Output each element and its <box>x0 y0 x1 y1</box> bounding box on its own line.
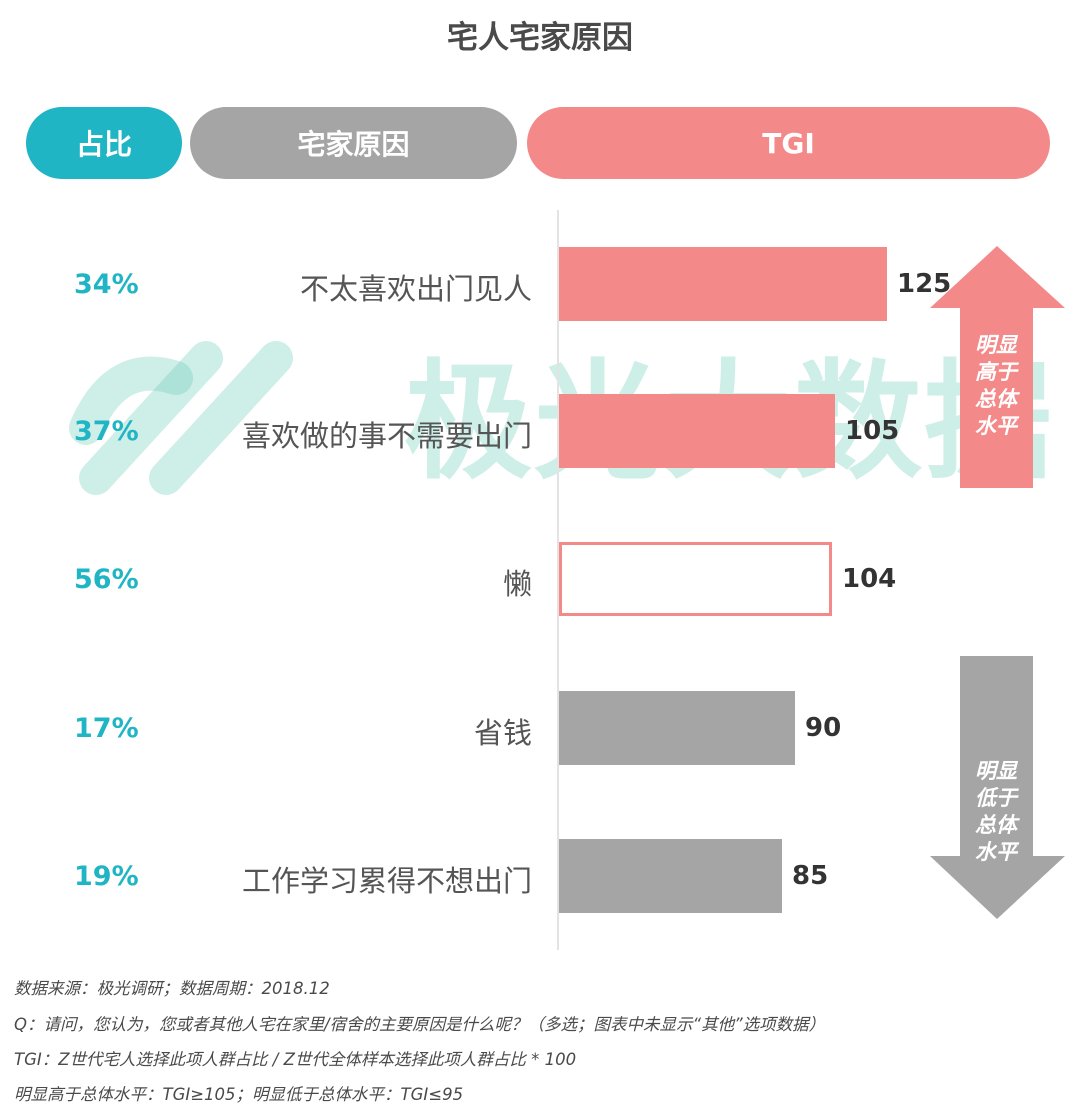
share-value: 17% <box>74 713 139 744</box>
share-value: 34% <box>74 269 139 300</box>
tgi-bar <box>559 394 835 468</box>
header-tgi-pill: TGI <box>527 107 1050 179</box>
header-reason-pill: 宅家原因 <box>190 107 517 179</box>
category-label: 懒 <box>502 567 532 601</box>
footnote-tgi-def: TGI：Z世代宅人选择此项人群占比 / Z世代全体样本选择此项人群占比 * 10… <box>14 1050 577 1069</box>
category-label: 喜欢做的事不需要出门 <box>241 419 532 453</box>
footnote-source: 数据来源：极光调研；数据周期：2018.12 <box>14 979 330 998</box>
tgi-value-label: 85 <box>792 861 829 891</box>
header-share-pill: 占比 <box>26 107 182 179</box>
share-value: 56% <box>74 564 139 595</box>
tgi-bar <box>559 542 832 616</box>
arrow-up-icon <box>930 246 1065 488</box>
arrow-down-icon <box>930 656 1065 919</box>
category-label: 省钱 <box>473 716 532 750</box>
chart-title: 宅人宅家原因 <box>447 20 633 56</box>
tgi-bar <box>559 839 782 913</box>
tgi-bar <box>559 691 795 765</box>
tgi-value-label: 105 <box>845 416 900 446</box>
axis-baseline <box>557 210 559 950</box>
category-label: 不太喜欢出门见人 <box>299 272 532 306</box>
footnote-threshold: 明显高于总体水平：TGI≥105；明显低于总体水平：TGI≤95 <box>14 1085 464 1104</box>
share-value: 37% <box>74 416 139 447</box>
tgi-value-label: 90 <box>805 713 842 743</box>
watermark: 极光大数据 <box>56 318 1056 518</box>
tgi-value-label: 104 <box>842 564 897 594</box>
category-label: 工作学习累得不想出门 <box>241 864 532 898</box>
share-value: 19% <box>74 861 139 892</box>
footnote-question: Q：请问，您认为，您或者其他人宅在家里/宿舍的主要原因是什么呢？（多选；图表中未… <box>14 1015 826 1034</box>
legend-high-text: 明显 高于 总体 水平 <box>975 333 1017 438</box>
legend-low-text: 明显 低于 总体 水平 <box>975 759 1017 864</box>
tgi-bar <box>559 247 887 321</box>
tgi-value-label: 125 <box>897 269 952 299</box>
